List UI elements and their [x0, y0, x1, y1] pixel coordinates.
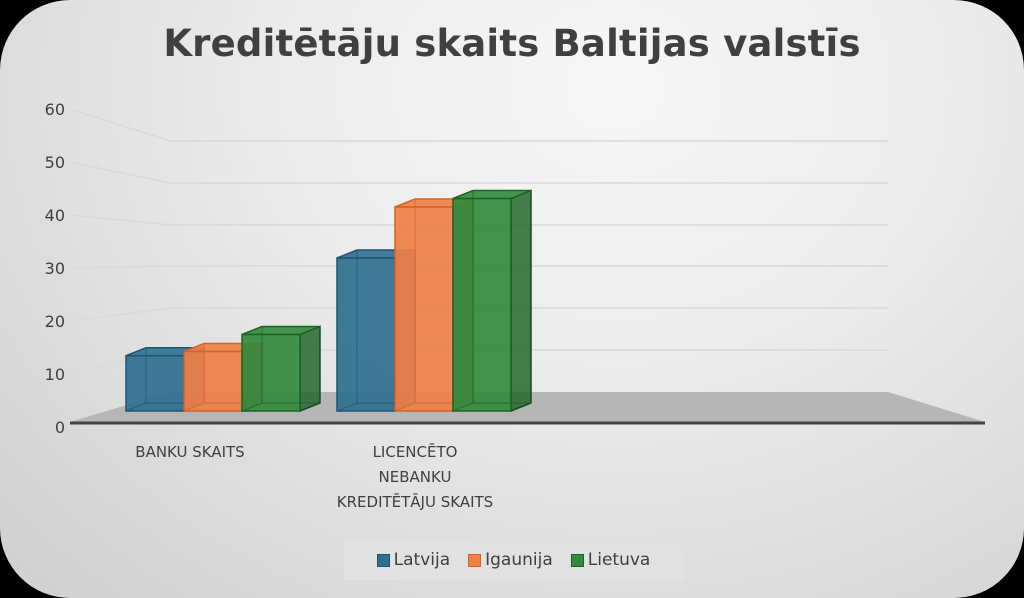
- legend-swatch-icon: [468, 553, 482, 567]
- y-tick-40: 40: [44, 206, 65, 225]
- legend-label: Lietuva: [587, 550, 651, 570]
- y-tick-60: 60: [44, 100, 65, 119]
- y-tick-50: 50: [44, 153, 65, 172]
- legend-swatch-icon: [376, 553, 390, 567]
- bar-lietuva-nonbanks: [452, 189, 532, 413]
- bars-group: [125, 189, 532, 413]
- legend-item-latvija: Latvija: [376, 550, 451, 570]
- category-label-line: KREDITĒTĀJU SKAITS: [336, 493, 494, 511]
- legend-item-lietuva: Lietuva: [570, 550, 651, 570]
- legend-item-igaunija: Igaunija: [468, 550, 553, 570]
- y-tick-30: 30: [44, 259, 65, 278]
- category-label-banks: BANKU SKAITS: [135, 443, 245, 461]
- category-label-line: NEBANKU: [378, 468, 452, 486]
- bar-lietuva-banks: [241, 325, 321, 413]
- legend-swatch-icon: [570, 553, 584, 567]
- chart-legend: Latvija Igaunija Lietuva: [344, 540, 683, 580]
- category-label-line: LICENCĒTO: [372, 443, 458, 461]
- category-label-nonbanks: LICENCĒTO NEBANKU KREDITĒTĀJU SKAITS: [300, 440, 530, 515]
- y-tick-10: 10: [44, 365, 65, 384]
- y-tick-20: 20: [44, 312, 65, 331]
- legend-label: Latvija: [393, 550, 451, 570]
- legend-label: Igaunija: [485, 550, 553, 570]
- y-tick-0: 0: [54, 418, 65, 437]
- chart-title: Kreditētāju skaits Baltijas valstīs: [163, 22, 861, 65]
